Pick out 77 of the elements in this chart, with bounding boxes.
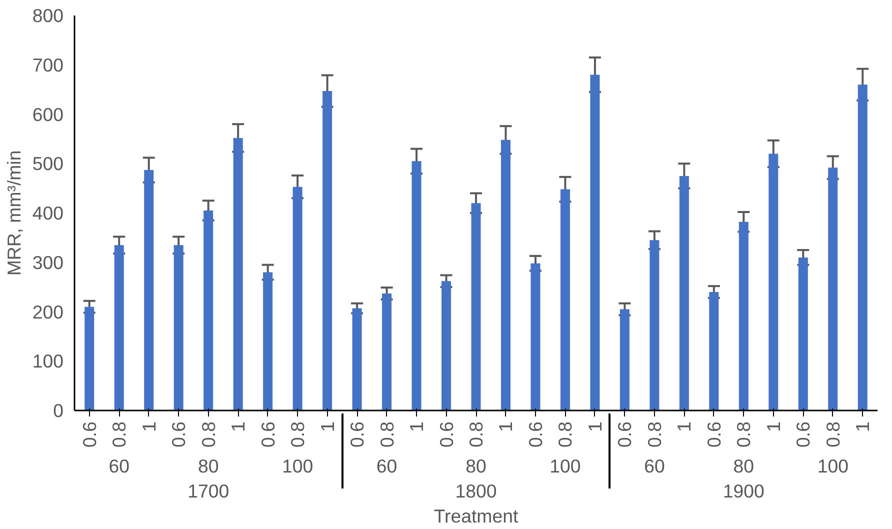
bar (204, 210, 214, 410)
bar (560, 189, 570, 410)
bar (679, 176, 689, 410)
bar (322, 91, 332, 410)
text: 80 (198, 455, 219, 476)
bar (590, 74, 600, 410)
x-tick-label: 0.8 (198, 421, 219, 448)
text: 80 (466, 455, 486, 476)
y-tick-label: 0 (53, 400, 64, 421)
x-tick-label: 1 (228, 421, 249, 432)
x-tick-label: 0.6 (524, 421, 546, 448)
x-tick-label: 1 (584, 421, 606, 432)
x-tick-label: 0.8 (644, 421, 665, 448)
bar (500, 140, 510, 410)
x-tick-label: 0.8 (376, 421, 398, 448)
x-tick-label: 0.6 (346, 421, 368, 448)
y-tick-label: 300 (32, 252, 64, 273)
bar (620, 309, 630, 410)
bar (828, 168, 838, 410)
x-tick-label: 0.8 (108, 421, 130, 448)
y-tick-label: 100 (32, 350, 64, 372)
x-tick-label: 1 (406, 421, 428, 432)
bar (768, 154, 778, 410)
x-tick-label: 0.6 (78, 421, 100, 448)
y-tick-label: 600 (32, 104, 64, 125)
bar (174, 245, 184, 410)
text: 80 (733, 455, 754, 476)
y-tick-label: 800 (32, 5, 64, 26)
bar (471, 203, 481, 410)
bar (84, 306, 94, 410)
text: 60 (376, 455, 398, 476)
y-tick-label: 500 (32, 153, 64, 174)
text: 60 (108, 455, 130, 476)
x-tick-label: 1 (316, 421, 338, 432)
x-tick-label: 0.8 (822, 421, 844, 448)
bar (858, 84, 868, 410)
x-tick-label: 1 (495, 421, 516, 432)
bar (114, 245, 124, 410)
x-tick-label: 0.6 (168, 421, 190, 448)
bar (738, 222, 748, 410)
text: 1900 (722, 480, 764, 502)
x-tick-label: 0.8 (466, 421, 486, 448)
bar (709, 292, 719, 410)
x-tick-label: 0.8 (287, 421, 308, 448)
text: 100 (550, 455, 581, 476)
x-tick-label: 0.8 (733, 421, 754, 448)
y-tick-label: 200 (32, 301, 64, 322)
bar (798, 257, 808, 410)
x-tick-label: 1 (852, 421, 874, 432)
y-tick-label: 400 (32, 202, 64, 224)
text: 100 (817, 455, 848, 476)
x-tick-label: 0.6 (792, 421, 814, 448)
x-tick-label: 0.6 (436, 421, 457, 448)
x-tick-label: 0.6 (703, 421, 724, 448)
bar (530, 263, 540, 410)
x-tick-label: 1 (762, 421, 784, 432)
y-axis-title: MRR, mm³/min (3, 150, 24, 276)
bar (412, 161, 422, 410)
text: 60 (644, 455, 665, 476)
x-tick-label: 0.6 (257, 421, 278, 448)
bar (650, 240, 660, 410)
y-tick-label: 700 (32, 54, 64, 76)
x-tick-label: 0.6 (614, 421, 636, 448)
x-tick-label: 0.8 (554, 421, 576, 448)
bar (382, 293, 392, 410)
bar (442, 281, 452, 410)
x-axis-title: Treatment (434, 505, 519, 526)
bar (144, 170, 154, 410)
x-tick-label: 1 (674, 421, 695, 432)
text: 100 (282, 455, 314, 476)
bar (263, 272, 273, 410)
text: 1800 (455, 480, 497, 502)
bar (233, 138, 243, 410)
text: 1700 (188, 480, 230, 502)
x-tick-label: 1 (138, 421, 160, 432)
bar (352, 308, 362, 410)
bar (292, 186, 302, 410)
